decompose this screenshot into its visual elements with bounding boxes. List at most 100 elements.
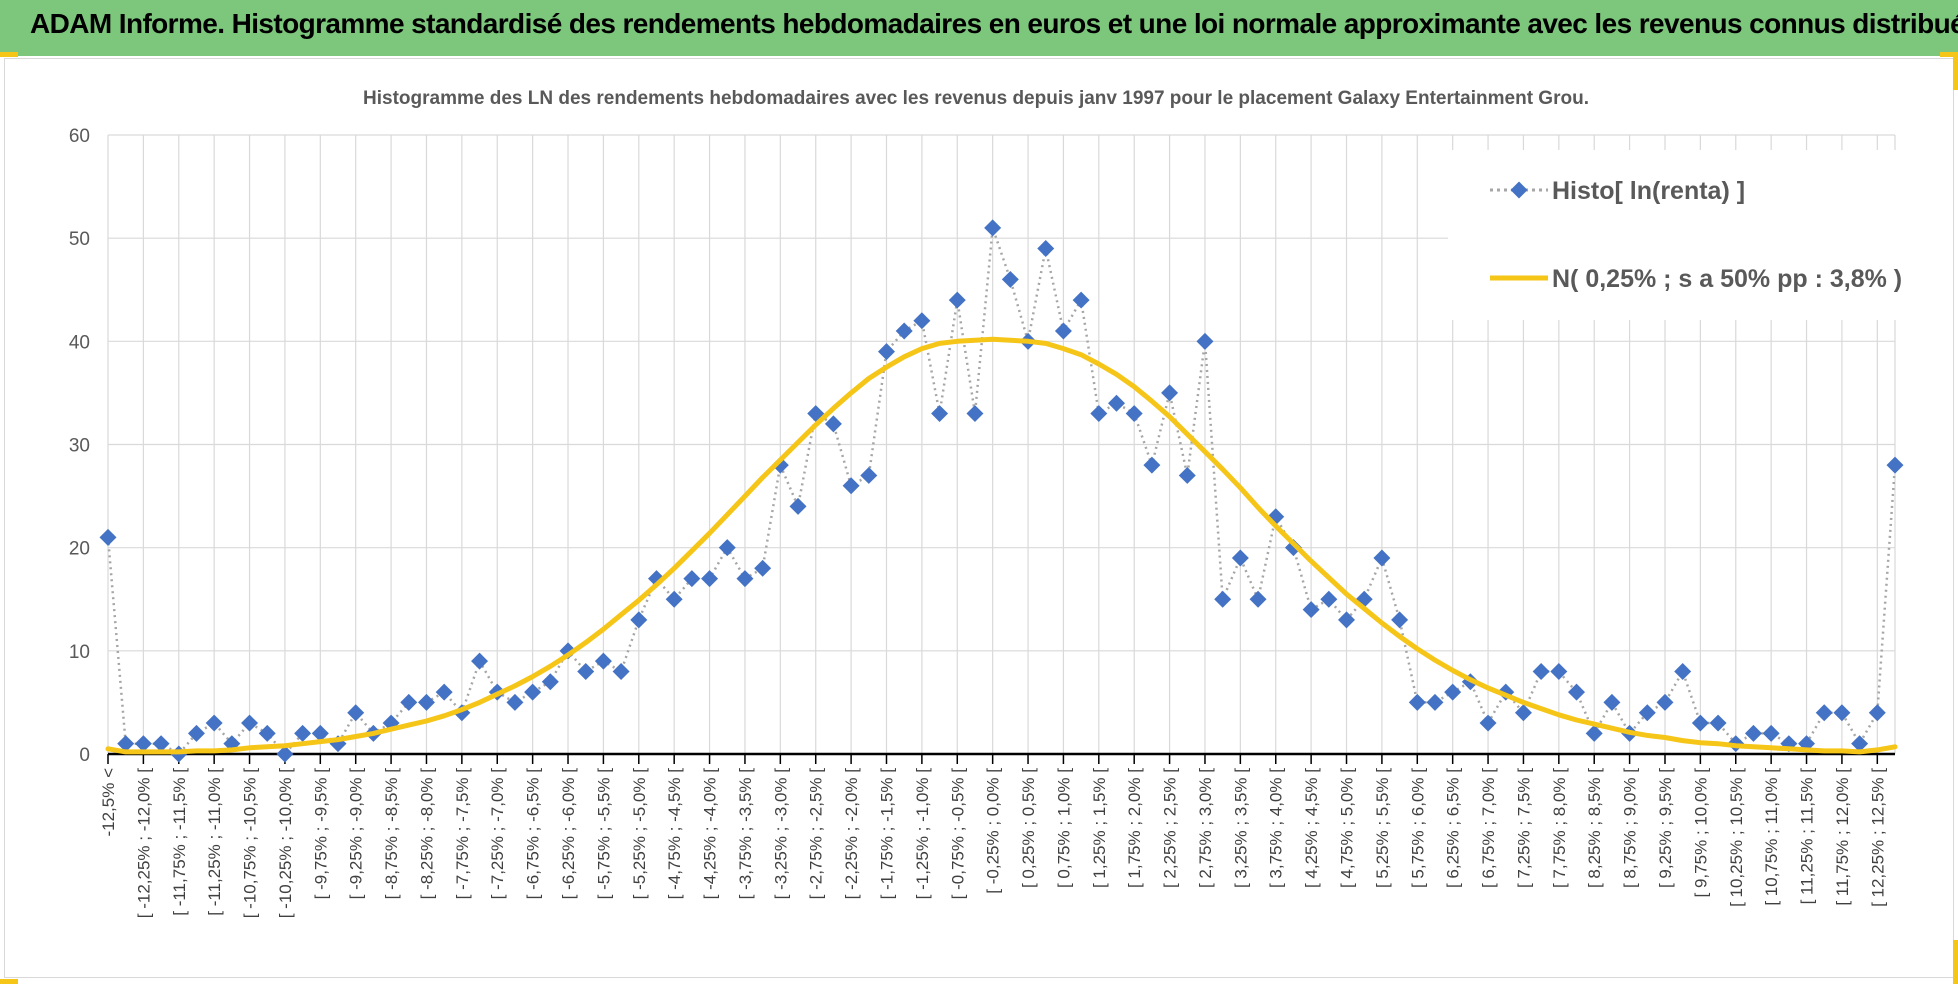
histogram-point bbox=[1762, 724, 1780, 742]
legend: Histo[ ln(renta) ] N( 0,25% ; s a 50% pp… bbox=[1448, 150, 1948, 320]
histogram-point bbox=[1231, 549, 1249, 567]
x-tick-label: [ -10,25% ; -10,0% [ bbox=[276, 768, 295, 919]
histogram-point bbox=[1744, 724, 1762, 742]
histogram-point bbox=[1214, 590, 1232, 608]
x-tick-label: [ -5,75% ; -5,5% [ bbox=[594, 768, 613, 900]
x-tick-label: [ 10,25% ; 10,5% [ bbox=[1727, 768, 1746, 907]
histogram-point bbox=[117, 735, 135, 753]
histogram-point bbox=[258, 724, 276, 742]
x-tick-label: [ -3,25% ; -3,0% [ bbox=[771, 768, 790, 900]
x-tick-label: [ 3,75% ; 4,0% [ bbox=[1267, 768, 1286, 888]
histogram-point bbox=[577, 662, 595, 680]
histogram-point bbox=[594, 652, 612, 670]
x-tick-label: [ -10,75% ; -10,5% [ bbox=[241, 768, 260, 919]
x-tick-label: [ 8,25% ; 8,5% [ bbox=[1585, 768, 1604, 888]
histogram-point bbox=[1284, 539, 1302, 557]
normal-curve-series bbox=[105, 336, 1898, 755]
histogram-point bbox=[1196, 332, 1214, 350]
report-banner: ADAM Informe. Histogramme standardisé de… bbox=[0, 0, 1958, 56]
histogram-point bbox=[1444, 683, 1462, 701]
histogram-point bbox=[1338, 611, 1356, 629]
histogram-point bbox=[311, 724, 329, 742]
x-tick-label: [ -11,75% ; -11,5% [ bbox=[170, 768, 189, 916]
histogram-point bbox=[1479, 714, 1497, 732]
histogram-point bbox=[1815, 704, 1833, 722]
histogram-point bbox=[1656, 693, 1674, 711]
x-tick-label: [ -1,25% ; -1,0% [ bbox=[913, 768, 932, 900]
histogram-point bbox=[1691, 714, 1709, 732]
y-tick-label: 0 bbox=[79, 745, 90, 766]
x-tick-label: [ -0,75% ; -0,5% [ bbox=[948, 768, 967, 900]
x-tick-label: [ -8,75% ; -8,5% [ bbox=[382, 768, 401, 900]
histogram-point bbox=[860, 466, 878, 484]
y-tick-label: 40 bbox=[69, 332, 90, 353]
x-tick-label: [ 11,75% ; 12,0% [ bbox=[1833, 768, 1852, 906]
frame-corner-right-lower bbox=[1953, 940, 1958, 984]
histogram-point bbox=[701, 570, 719, 588]
histogram-point bbox=[417, 693, 435, 711]
x-tick-label: [ 4,25% ; 4,5% [ bbox=[1302, 768, 1321, 888]
x-tick-label: [ 0,75% ; 1,0% [ bbox=[1054, 768, 1073, 888]
x-tick-label: [ 5,25% ; 5,5% [ bbox=[1373, 768, 1392, 888]
chart-frame bbox=[4, 58, 1954, 978]
histogram-point bbox=[1090, 405, 1108, 423]
histogram-point bbox=[1532, 662, 1550, 680]
x-tick-label: [ 6,25% ; 6,5% [ bbox=[1444, 768, 1463, 888]
legend-background bbox=[1448, 150, 1948, 320]
frame-corner-right-upper bbox=[1953, 56, 1958, 90]
x-tick-label: [ -4,75% ; -4,5% [ bbox=[665, 768, 684, 900]
frame-corner-bottom-left bbox=[0, 979, 18, 984]
histogram-point bbox=[1868, 704, 1886, 722]
histogram-point bbox=[1037, 239, 1055, 257]
x-tick-label: [ -6,75% ; -6,5% [ bbox=[524, 768, 543, 900]
x-tick-label: [ 5,75% ; 6,0% [ bbox=[1408, 768, 1427, 888]
x-tick-label: [ -0,25% ; 0,0% [ bbox=[984, 768, 1003, 894]
x-tick-label: [ 7,25% ; 7,5% [ bbox=[1514, 768, 1533, 888]
frame-corner-top-left bbox=[0, 52, 18, 57]
histogram-point bbox=[1249, 590, 1267, 608]
y-tick-label: 30 bbox=[69, 436, 90, 457]
x-tick-label: -12,5% < bbox=[99, 768, 118, 837]
x-tick-label: [ 2,25% ; 2,5% [ bbox=[1161, 768, 1180, 888]
x-tick-label: [ 6,75% ; 7,0% [ bbox=[1479, 768, 1498, 888]
x-tick-label: [ 4,75% ; 5,0% [ bbox=[1338, 768, 1357, 888]
histogram-point bbox=[1709, 714, 1727, 732]
x-tick-label: [ -11,25% ; -11,0% [ bbox=[205, 768, 224, 916]
histogram-point bbox=[824, 415, 842, 433]
normal-curve-line bbox=[105, 336, 1898, 755]
histogram-point bbox=[683, 570, 701, 588]
y-tick-label: 50 bbox=[69, 229, 90, 250]
histogram-point bbox=[1886, 456, 1904, 474]
histogram-point bbox=[241, 714, 259, 732]
histogram-point bbox=[1851, 735, 1869, 753]
histogram-point bbox=[718, 539, 736, 557]
histogram-point bbox=[966, 405, 984, 423]
report-title: ADAM Informe. Histogramme standardisé de… bbox=[30, 8, 1958, 39]
histogram-point bbox=[524, 683, 542, 701]
histogram-point bbox=[1054, 322, 1072, 340]
histogram-point bbox=[1603, 693, 1621, 711]
y-tick-label: 60 bbox=[69, 126, 90, 147]
histogram-point bbox=[1161, 384, 1179, 402]
histogram-point bbox=[1408, 693, 1426, 711]
histogram-point bbox=[541, 673, 559, 691]
x-axis: -12,5% < [ -12,25% ; -12,0% [[ -11,75% ; … bbox=[99, 752, 1895, 919]
x-tick-label: [ 8,75% ; 9,0% [ bbox=[1621, 768, 1640, 888]
histogram-point bbox=[506, 693, 524, 711]
x-tick-label: [ -7,25% ; -7,0% [ bbox=[488, 768, 507, 900]
y-axis: 0 10 20 30 40 50 60 bbox=[69, 126, 90, 766]
histogram-point bbox=[1143, 456, 1161, 474]
histogram-point bbox=[612, 662, 630, 680]
histogram-point bbox=[187, 724, 205, 742]
histogram-point bbox=[276, 745, 294, 763]
histogram-point bbox=[895, 322, 913, 340]
histogram-point bbox=[435, 683, 453, 701]
x-tick-label: [ 1,25% ; 1,5% [ bbox=[1090, 768, 1109, 888]
histogram-point bbox=[347, 704, 365, 722]
histogram-point bbox=[1320, 590, 1338, 608]
x-tick-label: [ 9,75% ; 10,0% [ bbox=[1691, 768, 1710, 898]
x-tick-label: [ -7,75% ; -7,5% [ bbox=[453, 768, 472, 900]
histogram-point bbox=[400, 693, 418, 711]
x-tick-label: [ -5,25% ; -5,0% [ bbox=[630, 768, 649, 900]
chart-title: Histogramme des LN des rendements hebdom… bbox=[363, 88, 1589, 109]
